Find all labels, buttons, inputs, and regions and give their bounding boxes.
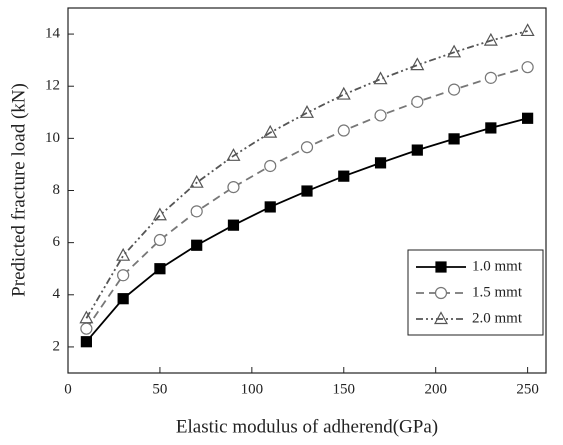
marker [485, 122, 497, 134]
marker [337, 124, 350, 137]
y-tick-label: 2 [53, 338, 61, 354]
series-line [85, 30, 528, 319]
marker [80, 322, 93, 335]
marker [374, 157, 387, 169]
y-tick-label: 10 [45, 130, 60, 146]
marker [227, 181, 240, 194]
marker [484, 71, 497, 84]
marker [373, 71, 388, 85]
marker [410, 57, 425, 71]
y-tick-label: 8 [53, 182, 61, 198]
marker [80, 336, 92, 348]
marker [79, 310, 94, 324]
marker [154, 263, 166, 275]
marker [153, 233, 167, 247]
y-tick-label: 12 [45, 78, 60, 94]
marker [117, 293, 129, 305]
marker [116, 247, 131, 261]
legend-label: 1.0 mmt [472, 258, 523, 274]
marker [117, 269, 130, 282]
y-tick-label: 14 [45, 26, 61, 42]
marker [411, 144, 423, 156]
marker [522, 112, 534, 124]
x-tick-label: 250 [516, 381, 539, 397]
marker [411, 95, 424, 108]
marker [191, 239, 203, 251]
marker [338, 170, 350, 182]
marker [152, 207, 167, 221]
y-tick-label: 4 [53, 286, 61, 302]
marker [189, 174, 204, 188]
marker [448, 133, 460, 145]
legend-label: 2.0 mmt [472, 310, 523, 326]
marker [301, 185, 313, 197]
marker [433, 311, 449, 325]
marker [299, 105, 315, 118]
marker [434, 286, 448, 300]
marker [226, 148, 241, 161]
marker [521, 61, 534, 74]
y-tick-label: 6 [53, 234, 61, 250]
x-tick-label: 0 [64, 381, 72, 397]
marker [264, 159, 277, 173]
marker [190, 205, 203, 218]
marker [263, 124, 278, 138]
x-tick-label: 200 [424, 381, 447, 397]
marker [264, 201, 276, 213]
x-tick-label: 100 [241, 381, 264, 397]
marker [483, 32, 498, 46]
marker [227, 219, 240, 231]
marker [300, 141, 314, 154]
marker [447, 83, 461, 96]
x-axis-title: Elastic modulus of adherend(GPa) [176, 416, 438, 437]
x-tick-label: 50 [152, 381, 167, 397]
marker [520, 23, 535, 37]
marker [336, 86, 351, 100]
marker [374, 109, 387, 122]
y-axis-title: Predicted fracture load (kN) [8, 83, 29, 297]
x-tick-label: 150 [333, 381, 356, 397]
marker [447, 44, 462, 58]
legend-label: 1.5 mmt [472, 284, 523, 300]
marker [435, 261, 447, 273]
